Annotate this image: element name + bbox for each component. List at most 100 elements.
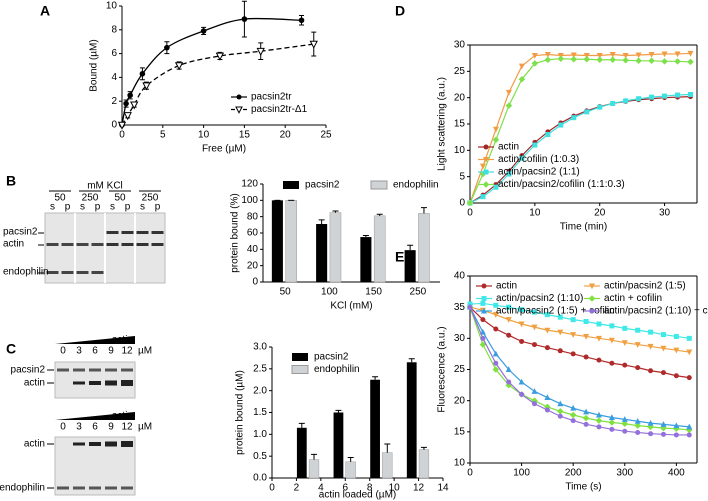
gel-band <box>89 381 101 385</box>
marker <box>608 414 615 420</box>
gel-band-label: actin <box>24 439 45 450</box>
gel-band <box>151 243 164 246</box>
y-axis-label: protein bound (µM) <box>235 370 246 455</box>
gel-band <box>73 368 85 372</box>
legend-marker <box>589 283 595 290</box>
legend-marker <box>483 157 489 163</box>
marker <box>557 348 563 354</box>
gel-dose-label: 3 <box>76 346 82 357</box>
marker <box>621 340 628 346</box>
error-bar <box>332 210 339 213</box>
x-tick-label: 0 <box>119 130 125 141</box>
gel-unit: µM <box>138 422 152 433</box>
marker <box>686 335 692 341</box>
marker <box>609 360 615 366</box>
marker <box>544 345 550 351</box>
x-tick-label: 0 <box>269 483 275 494</box>
marker <box>492 366 500 373</box>
legend-marker <box>589 308 595 314</box>
legend-marker <box>483 169 489 175</box>
legend-label: actin/pacsin2 (1:10) + cofilin <box>604 306 708 317</box>
legend-label: actin <box>496 281 517 292</box>
gel-fraction-label: p <box>155 202 161 213</box>
marker <box>558 122 564 128</box>
x-axis-label: actin loaded (µM) <box>319 490 396 501</box>
legend-marker <box>481 307 487 314</box>
marker <box>648 431 654 437</box>
marker <box>608 419 616 426</box>
error-bar <box>335 409 342 413</box>
gel-band <box>61 243 74 246</box>
marker <box>466 199 474 207</box>
x-tick-label: 20 <box>594 208 606 219</box>
y-tick-label: 2.5 <box>253 363 267 374</box>
marker <box>570 418 576 424</box>
bar <box>373 215 386 283</box>
marker <box>610 100 616 106</box>
gel-band <box>73 442 85 446</box>
marker <box>506 171 512 177</box>
marker <box>673 373 679 379</box>
marker <box>215 52 225 61</box>
gel-band-label: endophilin <box>3 267 49 278</box>
marker <box>519 155 525 161</box>
gel-lane-label: 50 <box>54 193 66 204</box>
x-tick-label: 14 <box>437 483 449 494</box>
y-tick-label: 2 <box>111 96 117 107</box>
marker <box>544 394 551 401</box>
gel-band <box>105 486 117 490</box>
marker <box>597 104 603 110</box>
y-tick-label: 60 <box>247 228 259 239</box>
x-tick-label: 300 <box>616 468 633 479</box>
x-tick-label: 20 <box>280 130 292 141</box>
bar <box>271 200 283 282</box>
marker <box>123 112 132 121</box>
marker <box>596 56 603 63</box>
marker <box>544 56 552 63</box>
marker <box>479 163 486 170</box>
y-tick-label: 25 <box>454 364 466 375</box>
gel-band <box>121 368 133 372</box>
marker <box>595 411 602 418</box>
legend-label: actin/pacsin2 (1:5) + cofilin <box>496 306 615 317</box>
gel-band-label: actin <box>24 378 45 389</box>
y-tick-label: 8 <box>111 24 117 35</box>
legend-marker <box>481 283 487 289</box>
marker <box>557 408 564 415</box>
gel-band <box>46 243 59 246</box>
marker <box>518 63 525 70</box>
marker <box>634 417 641 424</box>
marker <box>660 431 666 437</box>
x-tick-label: 25 <box>320 130 332 141</box>
marker <box>686 349 693 356</box>
y-tick-label: 0 <box>252 277 258 288</box>
marker <box>505 317 512 323</box>
y-tick-label: 100 <box>241 195 258 206</box>
x-tick-label: 0 <box>467 468 473 479</box>
marker <box>256 47 265 56</box>
marker <box>130 101 139 110</box>
y-tick-label: 120 <box>241 179 258 190</box>
x-tick-label: 12 <box>413 483 425 494</box>
marker <box>634 422 641 429</box>
marker <box>660 345 667 352</box>
gel-fraction-label: p <box>65 202 71 213</box>
bar <box>296 427 307 478</box>
marker <box>571 115 577 121</box>
marker <box>519 391 525 397</box>
bar <box>285 200 297 283</box>
gel-band <box>105 368 117 372</box>
error-bar <box>347 456 354 462</box>
gel-fraction-label: s <box>50 202 55 213</box>
marker <box>673 432 679 438</box>
marker <box>686 432 692 438</box>
marker <box>518 321 525 328</box>
x-tick-label: 10 <box>198 130 210 141</box>
gel-band <box>73 381 85 385</box>
bar <box>316 224 328 282</box>
marker <box>531 388 538 394</box>
marker <box>557 400 564 407</box>
gel-dose-label: 0 <box>60 422 66 433</box>
marker <box>636 96 642 102</box>
gel-band-label: endophilin <box>0 483 45 494</box>
